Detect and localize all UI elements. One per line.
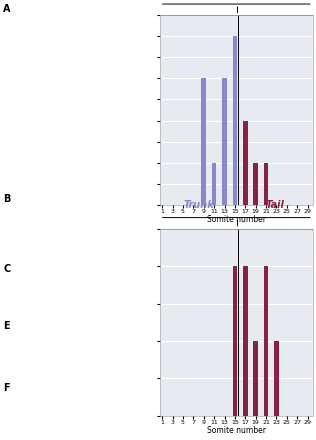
Y-axis label: # of chimeric embryos: # of chimeric embryos bbox=[144, 279, 153, 366]
Bar bbox=[274, 341, 279, 416]
Text: Trunk: Trunk bbox=[183, 200, 214, 210]
Bar bbox=[264, 266, 268, 416]
X-axis label: Somite number: Somite number bbox=[207, 215, 266, 224]
Text: A: A bbox=[3, 4, 11, 15]
Bar bbox=[243, 266, 248, 416]
Bar bbox=[212, 162, 216, 205]
Bar bbox=[253, 341, 258, 416]
Text: G: G bbox=[141, 195, 150, 205]
Bar bbox=[233, 266, 237, 416]
Bar bbox=[264, 162, 268, 205]
Bar bbox=[253, 162, 258, 205]
Text: F: F bbox=[3, 383, 10, 393]
Text: C: C bbox=[3, 264, 10, 274]
Y-axis label: # of chimeric embryos: # of chimeric embryos bbox=[144, 66, 153, 154]
X-axis label: Somite number: Somite number bbox=[207, 426, 266, 435]
Text: E: E bbox=[3, 321, 10, 331]
Text: Tail: Tail bbox=[266, 200, 285, 210]
Bar bbox=[243, 121, 248, 205]
Text: B: B bbox=[3, 194, 10, 204]
Bar bbox=[222, 78, 227, 205]
Bar bbox=[201, 78, 206, 205]
Bar bbox=[233, 37, 237, 205]
